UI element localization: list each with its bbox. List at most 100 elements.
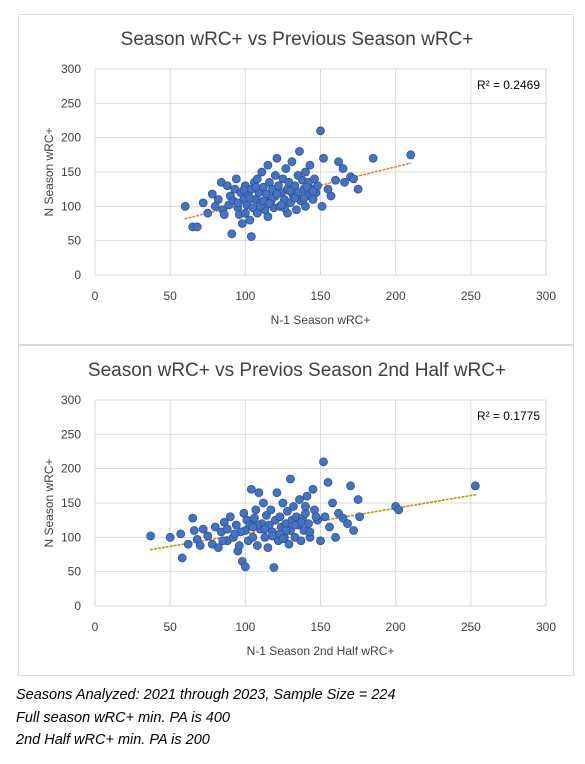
y-tick-label: 50 xyxy=(68,234,82,248)
data-point xyxy=(355,512,364,522)
x-tick-label: 0 xyxy=(92,289,99,303)
r-squared-label: R² = 0.2469 xyxy=(477,78,540,92)
data-point xyxy=(331,175,340,185)
data-point xyxy=(246,232,256,241)
data-point xyxy=(210,522,220,532)
data-point xyxy=(245,215,255,225)
data-point xyxy=(331,532,340,542)
data-point xyxy=(263,212,273,222)
y-axis-label: N Season wRC+ xyxy=(42,127,56,216)
data-point xyxy=(311,512,321,522)
data-point xyxy=(286,186,295,196)
data-point xyxy=(353,184,363,194)
data-point xyxy=(470,481,480,491)
y-tick-label: 300 xyxy=(61,62,81,76)
data-point xyxy=(277,200,286,210)
data-point xyxy=(245,193,255,203)
data-point xyxy=(230,529,240,539)
data-point xyxy=(308,484,318,494)
data-point xyxy=(320,512,330,522)
data-point xyxy=(406,150,416,160)
chart-panel-1: Season wRC+ vs Previous Season wRC+ 0 50 10… xyxy=(18,14,574,345)
x-tick-label: 200 xyxy=(386,620,406,634)
data-point xyxy=(146,531,156,541)
data-point xyxy=(254,488,264,498)
x-tick-label: 250 xyxy=(461,620,481,634)
data-point xyxy=(289,502,298,511)
data-point xyxy=(189,526,199,535)
note-2nd-half-min-pa: 2nd Half wRC+ min. PA is 200 xyxy=(16,732,210,748)
note-seasons-analyzed: Seasons Analyzed: 2021 through 2023, Sam… xyxy=(16,687,396,703)
data-point xyxy=(239,185,249,195)
y-tick-label: 200 xyxy=(61,131,81,145)
data-point xyxy=(308,186,318,196)
x-tick-label: 300 xyxy=(536,289,556,303)
y-tick-label: 50 xyxy=(68,565,82,579)
data-point xyxy=(188,513,198,523)
data-point xyxy=(240,208,250,218)
data-point xyxy=(316,126,325,136)
data-point xyxy=(198,524,208,534)
data-point xyxy=(301,502,310,511)
x-tick-label: 50 xyxy=(163,289,177,303)
y-tick-label: 0 xyxy=(74,599,81,613)
data-point xyxy=(248,522,258,532)
data-point xyxy=(286,474,295,484)
data-point xyxy=(281,164,291,173)
data-point xyxy=(231,520,241,530)
data-point xyxy=(246,484,256,494)
chart-title: Season wRC+ vs Previous Season wRC+ xyxy=(121,29,474,50)
data-point xyxy=(264,199,274,208)
data-point xyxy=(192,222,202,232)
data-point xyxy=(233,198,243,208)
data-point xyxy=(269,563,279,572)
data-point xyxy=(260,532,270,542)
data-point xyxy=(290,193,300,203)
y-tick-label: 200 xyxy=(61,462,81,476)
data-point xyxy=(257,167,267,177)
data-point xyxy=(368,153,378,163)
data-point xyxy=(263,543,273,553)
data-point xyxy=(316,536,325,546)
data-point xyxy=(272,189,282,199)
data-point xyxy=(222,181,232,191)
data-point xyxy=(328,498,337,508)
data-point xyxy=(267,531,277,541)
y-tick-label: 300 xyxy=(61,393,81,407)
y-tick-label: 100 xyxy=(61,199,81,213)
data-point xyxy=(207,189,217,199)
data-point xyxy=(394,505,404,515)
y-tick-label: 150 xyxy=(61,496,81,510)
notes: Seasons Analyzed: 2021 through 2023, Sam… xyxy=(16,684,576,752)
data-point xyxy=(319,153,328,163)
y-tick-label: 250 xyxy=(61,427,81,441)
data-point xyxy=(203,208,213,218)
x-tick-label: 150 xyxy=(310,289,330,303)
data-point xyxy=(275,512,285,522)
data-point xyxy=(301,167,310,177)
data-point xyxy=(301,201,310,211)
data-point xyxy=(287,157,297,167)
data-point xyxy=(266,505,276,515)
data-point xyxy=(198,198,208,208)
data-point xyxy=(258,498,268,508)
trendline xyxy=(149,493,477,551)
scatter-chart-1: Season wRC+ vs Previous Season wRC+ 0 50 10… xyxy=(42,29,556,327)
data-point xyxy=(231,174,241,184)
note-full-season-min-pa: Full season wRC+ min. PA is 400 xyxy=(16,709,230,726)
x-tick-label: 0 xyxy=(92,620,99,634)
data-point xyxy=(248,532,258,542)
data-point xyxy=(225,512,235,522)
data-point xyxy=(346,481,355,491)
x-tick-label: 100 xyxy=(235,620,255,634)
x-tick-label: 150 xyxy=(310,620,330,634)
data-point xyxy=(340,177,349,187)
x-tick-label: 50 xyxy=(163,620,177,634)
data-point xyxy=(305,160,315,170)
data-point xyxy=(252,541,262,550)
data-point xyxy=(213,195,223,204)
data-point xyxy=(349,174,358,184)
data-point xyxy=(326,191,336,201)
r-squared-label: R² = 0.1775 xyxy=(477,409,540,423)
data-point xyxy=(218,536,228,546)
